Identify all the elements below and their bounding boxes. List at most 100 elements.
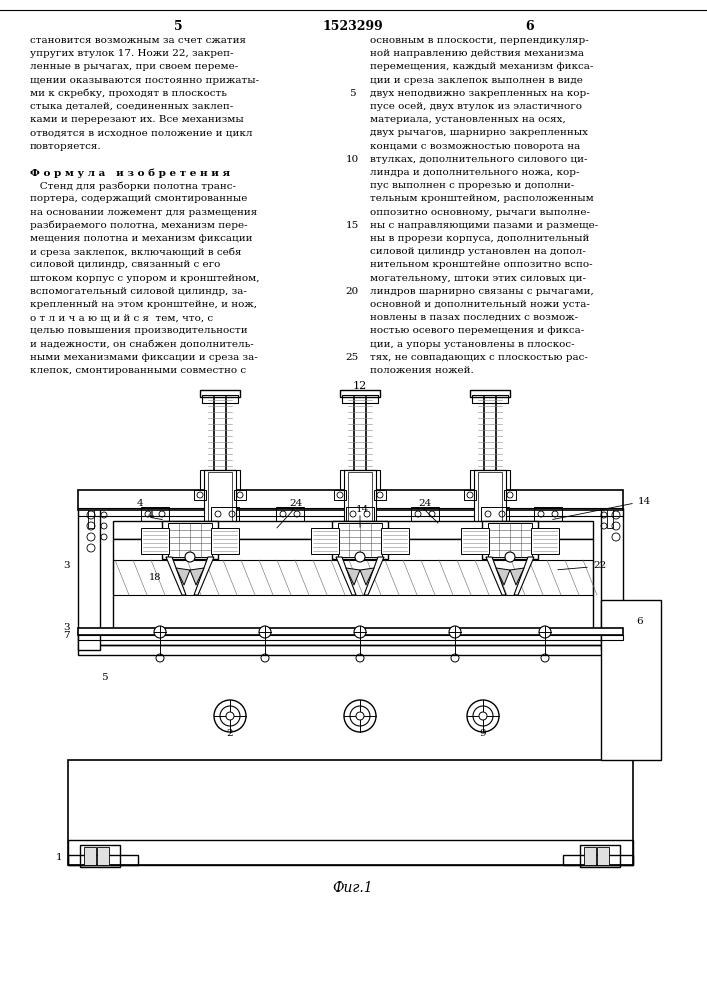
Text: пусе осей, двух втулок из эластичного: пусе осей, двух втулок из эластичного <box>370 102 582 111</box>
Bar <box>113 539 593 634</box>
Bar <box>470 470 510 490</box>
Bar <box>344 470 376 560</box>
Text: ны с направляющими пазами и размеще-: ны с направляющими пазами и размеще- <box>370 221 598 230</box>
Text: основной и дополнительный ножи уста-: основной и дополнительный ножи уста- <box>370 300 590 309</box>
Bar <box>464 490 476 500</box>
Text: оппозитно основному, рычаги выполне-: оппозитно основному, рычаги выполне- <box>370 208 590 217</box>
Text: 15: 15 <box>346 221 358 230</box>
Polygon shape <box>364 557 384 595</box>
Bar <box>97 847 109 865</box>
Text: 2: 2 <box>227 730 233 738</box>
Text: 7: 7 <box>64 632 70 641</box>
Text: ной направлению действия механизма: ной направлению действия механизма <box>370 49 584 58</box>
Bar <box>474 470 506 560</box>
Bar <box>162 521 218 559</box>
Circle shape <box>259 626 271 638</box>
Circle shape <box>344 700 376 732</box>
Polygon shape <box>346 568 360 585</box>
Text: ны в прорези корпуса, дополнительный: ны в прорези корпуса, дополнительный <box>370 234 590 243</box>
Bar <box>78 630 623 645</box>
Bar <box>208 472 232 558</box>
Bar <box>311 528 339 554</box>
Text: основным в плоскости, перпендикуляр-: основным в плоскости, перпендикуляр- <box>370 36 589 45</box>
Text: линдра и дополнительного ножа, кор-: линдра и дополнительного ножа, кор- <box>370 168 580 177</box>
Text: 4: 4 <box>136 499 144 508</box>
Text: отводятся в исходное положение и цикл: отводятся в исходное положение и цикл <box>30 128 252 137</box>
Bar <box>481 507 509 521</box>
Text: 24: 24 <box>289 498 303 508</box>
Bar <box>504 490 516 500</box>
Text: 22: 22 <box>593 562 606 570</box>
Bar <box>340 470 380 490</box>
Polygon shape <box>336 557 356 595</box>
Text: концами с возможностью поворота на: концами с возможностью поворота на <box>370 142 580 151</box>
Text: ностью осевого перемещения и фикса-: ностью осевого перемещения и фикса- <box>370 326 584 335</box>
Text: 24: 24 <box>419 498 432 508</box>
Text: 5: 5 <box>100 674 107 682</box>
Bar <box>204 470 236 560</box>
Bar <box>78 508 100 650</box>
Circle shape <box>449 626 461 638</box>
Text: 1523299: 1523299 <box>322 20 383 33</box>
Text: пус выполнен с прорезью и дополни-: пус выполнен с прорезью и дополни- <box>370 181 574 190</box>
Bar <box>340 390 380 397</box>
Bar <box>472 395 508 403</box>
Polygon shape <box>514 557 534 595</box>
Bar <box>168 523 212 557</box>
Bar <box>202 395 238 403</box>
Bar <box>78 490 623 510</box>
Bar <box>68 855 138 865</box>
Bar <box>88 508 94 528</box>
Text: 3: 3 <box>64 560 70 570</box>
Text: о т л и ч а ю щ и й с я  тем, что, с: о т л и ч а ю щ и й с я тем, что, с <box>30 313 213 322</box>
Text: линдров шарнирно связаны с рычагами,: линдров шарнирно связаны с рычагами, <box>370 287 594 296</box>
Bar <box>470 390 510 397</box>
Text: силовой цилиндр установлен на допол-: силовой цилиндр установлен на допол- <box>370 247 586 256</box>
Text: двух неподвижно закрепленных на кор-: двух неподвижно закрепленных на кор- <box>370 89 590 98</box>
Bar <box>381 528 409 554</box>
Text: тях, не совпадающих с плоскостью рас-: тях, не совпадающих с плоскостью рас- <box>370 353 588 362</box>
Text: и надежности, он снабжен дополнитель-: и надежности, он снабжен дополнитель- <box>30 340 254 349</box>
Bar <box>113 521 593 539</box>
Text: Стенд для разборки полотна транс-: Стенд для разборки полотна транс- <box>30 181 236 191</box>
Bar <box>68 840 633 865</box>
Text: ленные в рычагах, при своем переме-: ленные в рычагах, при своем переме- <box>30 62 238 71</box>
Text: материала, установленных на осях,: материала, установленных на осях, <box>370 115 566 124</box>
Text: 6: 6 <box>637 617 643 626</box>
Text: 18: 18 <box>148 574 161 582</box>
Bar <box>348 472 372 558</box>
Bar <box>200 470 240 490</box>
Text: 25: 25 <box>346 353 358 362</box>
Text: тельным кронштейном, расположенным: тельным кронштейном, расположенным <box>370 194 594 203</box>
Bar <box>141 507 169 521</box>
Text: 9: 9 <box>479 730 486 738</box>
Bar <box>276 507 304 521</box>
Text: 4: 4 <box>148 510 155 520</box>
Text: 10: 10 <box>346 155 358 164</box>
Bar <box>488 523 532 557</box>
Circle shape <box>356 712 364 720</box>
Bar <box>78 645 623 655</box>
Bar <box>531 528 559 554</box>
Text: 14: 14 <box>356 506 368 514</box>
Bar <box>346 507 374 521</box>
Bar <box>478 472 502 558</box>
Polygon shape <box>190 568 204 585</box>
Polygon shape <box>510 568 524 585</box>
Bar <box>601 508 623 650</box>
Text: штоком корпус с упором и кронштейном,: штоком корпус с упором и кронштейном, <box>30 274 259 283</box>
Text: 5: 5 <box>174 20 182 33</box>
Bar <box>334 490 346 500</box>
Polygon shape <box>194 557 214 595</box>
Text: ции и среза заклепок выполнен в виде: ции и среза заклепок выполнен в виде <box>370 76 583 85</box>
Bar <box>78 628 623 635</box>
Text: стыка деталей, соединенных заклеп-: стыка деталей, соединенных заклеп- <box>30 102 233 111</box>
Bar <box>461 528 489 554</box>
Text: ками и перерезают их. Все механизмы: ками и перерезают их. Все механизмы <box>30 115 244 124</box>
Text: 12: 12 <box>353 381 367 391</box>
Text: силовой цилиндр, связанный с его: силовой цилиндр, связанный с его <box>30 260 221 269</box>
Bar <box>194 490 206 500</box>
Text: двух рычагов, шарнирно закрепленных: двух рычагов, шарнирно закрепленных <box>370 128 588 137</box>
Text: упругих втулок 17. Ножи 22, закреп-: упругих втулок 17. Ножи 22, закреп- <box>30 49 233 58</box>
Circle shape <box>354 626 366 638</box>
